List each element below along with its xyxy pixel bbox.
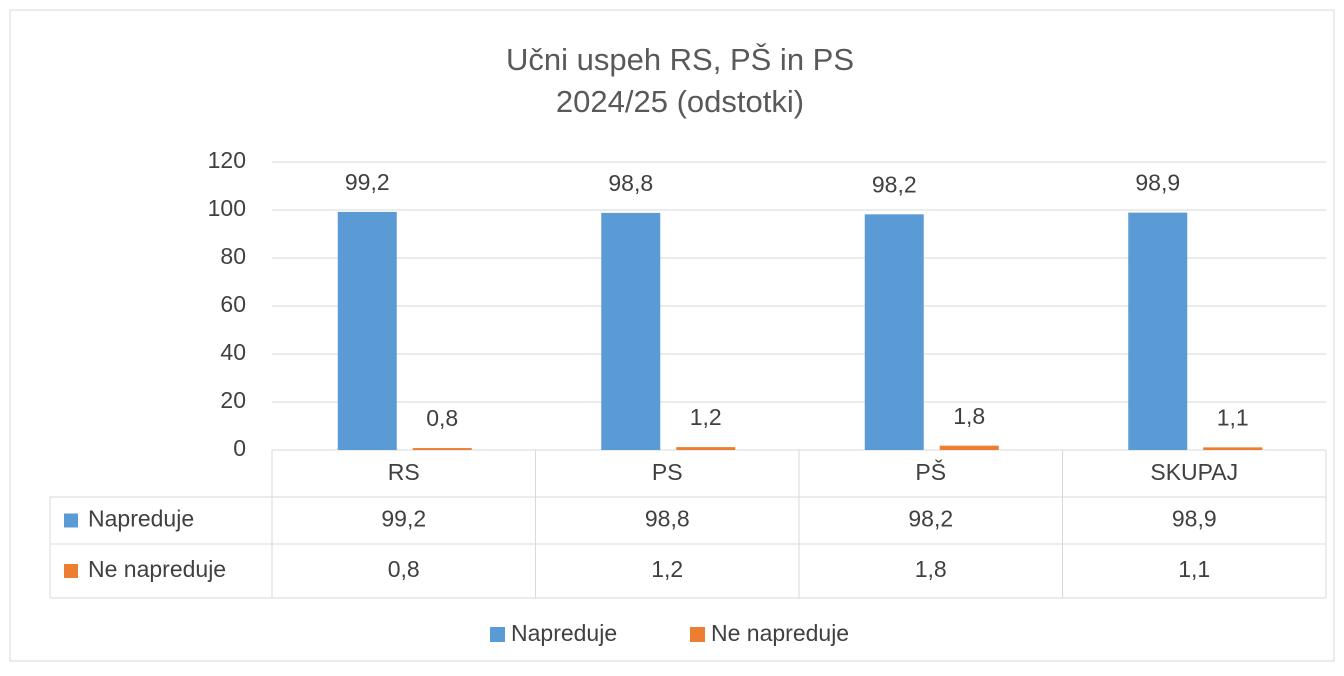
x-tick-label: PŠ xyxy=(915,458,946,485)
data-label: 98,8 xyxy=(608,170,653,196)
table-cell: 1,2 xyxy=(651,556,683,582)
legend-label: Ne napreduje xyxy=(711,620,849,646)
data-label: 1,1 xyxy=(1217,404,1249,430)
table-cell: 99,2 xyxy=(381,506,426,532)
bar xyxy=(1128,212,1188,450)
chart-border xyxy=(9,9,1335,662)
bar xyxy=(601,212,661,450)
data-label: 1,8 xyxy=(953,403,985,429)
data-label: 1,2 xyxy=(690,404,722,430)
bar xyxy=(939,445,999,450)
table-cell: 1,8 xyxy=(915,556,947,582)
y-tick-label: 40 xyxy=(220,339,246,365)
table-cell: 0,8 xyxy=(388,556,420,582)
y-tick-label: 100 xyxy=(208,195,246,221)
table-legend-key xyxy=(64,513,78,528)
legend-key xyxy=(690,627,705,642)
data-label: 99,2 xyxy=(345,169,390,195)
bar xyxy=(337,211,397,450)
y-tick-label: 80 xyxy=(220,243,246,269)
y-tick-label: 0 xyxy=(233,435,246,461)
data-label: 98,9 xyxy=(1135,170,1180,196)
x-tick-label: PS xyxy=(652,459,683,485)
y-tick-label: 20 xyxy=(220,387,246,413)
x-tick-label: SKUPAJ xyxy=(1150,459,1238,485)
table-row-label: Ne napreduje xyxy=(88,556,226,582)
table-cell: 98,9 xyxy=(1172,506,1217,532)
legend-key xyxy=(490,627,505,642)
x-tick-label: RS xyxy=(388,459,420,485)
bar xyxy=(1203,447,1263,450)
table-cell: 1,1 xyxy=(1178,556,1210,582)
data-label: 0,8 xyxy=(426,405,458,431)
bar xyxy=(412,448,472,450)
bar xyxy=(676,447,736,450)
table-cell: 98,2 xyxy=(908,506,953,532)
table-cell: 98,8 xyxy=(645,506,690,532)
chart-title: Učni uspeh RS, PŠ in PS xyxy=(506,42,854,77)
table-row-label: Napreduje xyxy=(88,506,194,532)
y-tick-label: 60 xyxy=(220,291,246,317)
legend-label: Napreduje xyxy=(511,620,617,646)
table-legend-key xyxy=(64,564,78,578)
y-tick-label: 120 xyxy=(208,147,246,173)
chart-subtitle: 2024/25 (odstotki) xyxy=(556,84,804,119)
data-label: 98,2 xyxy=(872,171,917,197)
bar xyxy=(864,214,924,450)
